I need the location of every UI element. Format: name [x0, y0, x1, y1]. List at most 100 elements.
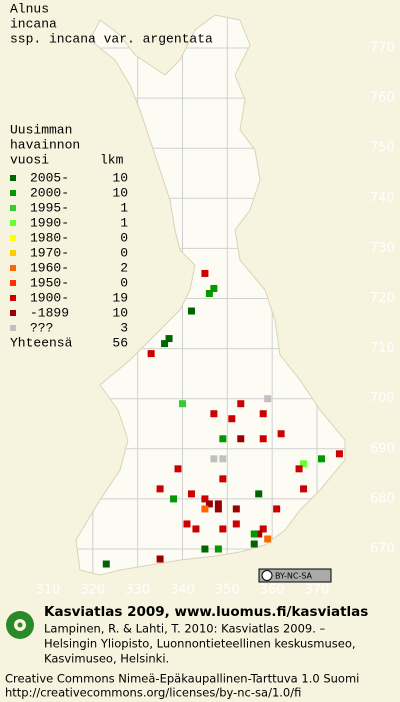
observation: [228, 415, 236, 423]
observation: [264, 395, 272, 403]
observation: [161, 340, 169, 348]
observation: [255, 490, 263, 498]
legend-swatch: [10, 235, 16, 241]
observation: [300, 485, 308, 493]
legend-count: 1: [120, 215, 128, 230]
observation: [295, 465, 303, 473]
legend-swatch: [10, 265, 16, 271]
observation: [273, 505, 281, 513]
observation: [156, 555, 164, 563]
legend-count: 0: [120, 275, 128, 290]
observation: [205, 289, 213, 297]
legend-swatch: [10, 220, 16, 226]
title: incana: [10, 16, 57, 31]
observation: [187, 490, 195, 498]
legend-header: Uusimman: [10, 122, 72, 137]
observation: [232, 505, 240, 513]
observation: [165, 335, 173, 343]
legend-count: 10: [112, 305, 128, 320]
y-tick-label: 740: [370, 191, 395, 206]
legend-label: 1990-: [30, 215, 69, 230]
observation: [201, 495, 209, 503]
labels: Alnus incana ssp. incana var. argentata …: [5, 1, 395, 699]
y-tick-label: 750: [370, 141, 395, 156]
y-tick-label: 730: [370, 241, 395, 256]
legend-swatch: [10, 175, 16, 181]
observation: [237, 400, 245, 408]
legend-header: vuosi: [10, 152, 49, 167]
observation: [219, 435, 227, 443]
y-tick-label: 700: [370, 391, 395, 406]
x-tick-label: 350: [215, 583, 240, 598]
logo: [6, 611, 34, 639]
observation: [335, 450, 343, 458]
observation: [317, 455, 325, 463]
x-tick-label: 370: [305, 583, 330, 598]
legend-count: 0: [120, 230, 128, 245]
y-tick-label: 680: [370, 491, 395, 506]
y-tick-label: 760: [370, 91, 395, 106]
citation: Helsingin Yliopisto, Luonnontieteellinen…: [44, 637, 356, 651]
observation: [232, 520, 240, 528]
legend-label: ???: [30, 320, 53, 335]
legend-count: 3: [120, 320, 128, 335]
observation: [214, 500, 222, 508]
title: Alnus: [10, 1, 49, 16]
observation: [264, 535, 272, 543]
legend-total: 56: [112, 335, 128, 350]
legend-label: 1995-: [30, 200, 69, 215]
observation: [259, 410, 267, 418]
observation: [205, 500, 213, 508]
x-tick-label: 310: [36, 583, 61, 598]
legend-total-label: Yhteensä: [10, 335, 73, 350]
observation: [210, 410, 218, 418]
legend-label: 2000-: [30, 185, 69, 200]
observation: [219, 455, 227, 463]
observation: [156, 485, 164, 493]
legend-swatch: [10, 250, 16, 256]
legend-count: 10: [112, 185, 128, 200]
cc-icon: [261, 570, 273, 581]
legend-count: 10: [112, 170, 128, 185]
legend-swatch: [10, 190, 16, 196]
observation: [255, 530, 263, 538]
observation: [277, 430, 285, 438]
y-tick-label: 710: [370, 341, 395, 356]
legend-count: 0: [120, 245, 128, 260]
legend-label: 1950-: [30, 275, 69, 290]
legend-label: 1980-: [30, 230, 69, 245]
observation: [219, 525, 227, 533]
legend-header: havainnon: [10, 137, 80, 152]
license: Creative Commons Nimeä-Epäkaupallinen-Ta…: [5, 672, 359, 686]
observation: [300, 460, 308, 468]
legend-label: -1899: [30, 305, 69, 320]
license: http://creativecommons.org/licenses/by-n…: [5, 686, 301, 700]
legend-swatch: [10, 205, 16, 211]
legend-label: 1900-: [30, 290, 69, 305]
legend-swatch: [10, 295, 16, 301]
legend-count: 2: [120, 260, 128, 275]
observation: [170, 495, 178, 503]
y-tick-label: 690: [370, 441, 395, 456]
observation: [187, 307, 195, 315]
observation: [102, 560, 110, 568]
y-tick-label: 720: [370, 291, 395, 306]
observation: [201, 545, 209, 553]
observation: [237, 435, 245, 443]
points: [102, 269, 343, 568]
observation: [210, 284, 218, 292]
observation: [210, 455, 218, 463]
observation: [250, 530, 258, 538]
observation: [219, 475, 227, 483]
observation: [214, 505, 222, 513]
observation: [192, 525, 200, 533]
legend-count: 19: [112, 290, 128, 305]
x-tick-label: 320: [80, 583, 105, 598]
observation: [201, 269, 209, 277]
observation: [147, 350, 155, 358]
legend-count: 1: [120, 200, 128, 215]
title: ssp. incana var. argentata: [10, 31, 213, 46]
legend-label: 1960-: [30, 260, 69, 275]
legend-swatch: [10, 325, 16, 331]
